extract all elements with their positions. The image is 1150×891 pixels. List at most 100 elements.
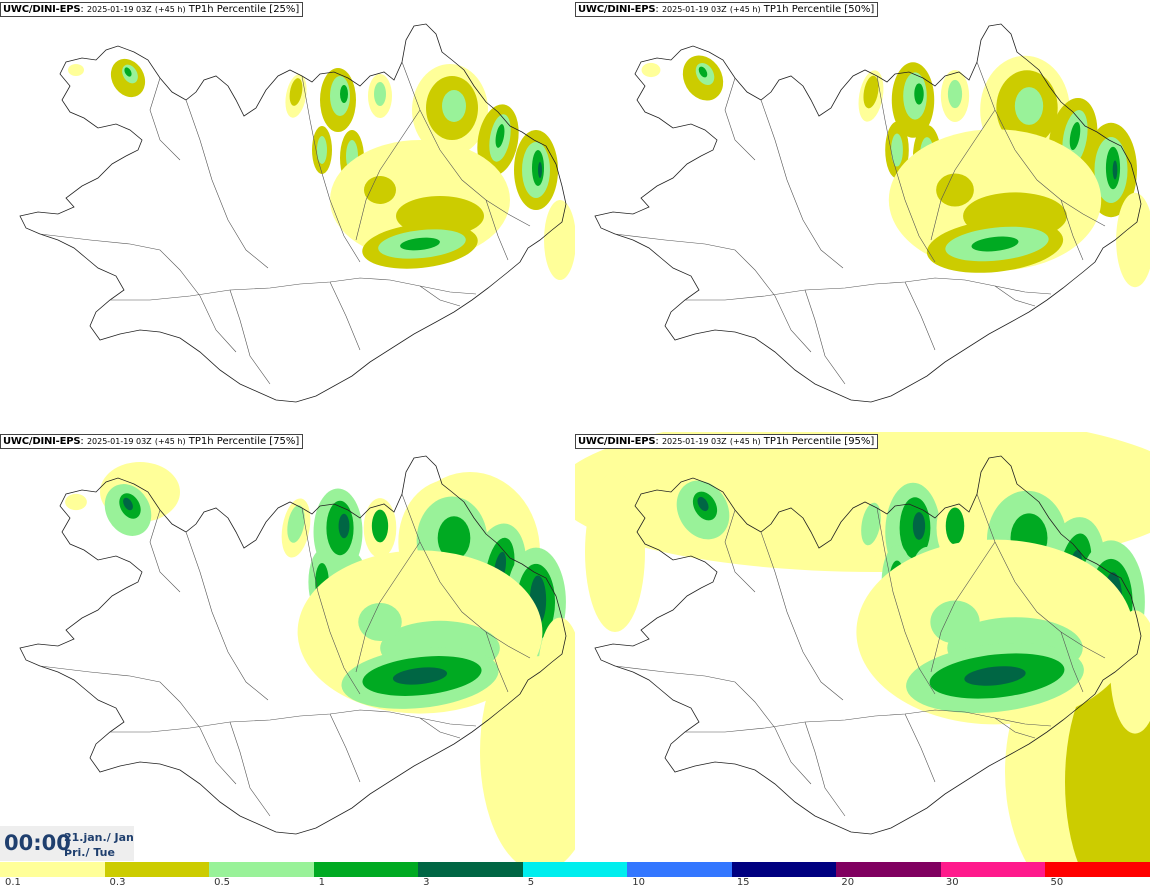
precip-contour: [538, 617, 575, 727]
precip-contour: [1069, 122, 1081, 150]
road-line: [1060, 631, 1084, 693]
precip-contour: [123, 497, 133, 511]
road-line: [760, 531, 844, 701]
precip-contour: [585, 472, 645, 632]
precip-contour: [914, 83, 924, 105]
precip-contour: [891, 133, 903, 167]
precip-contour: [947, 79, 963, 109]
road-line: [229, 721, 271, 817]
precip-contour: [442, 90, 466, 122]
road-line: [355, 109, 421, 241]
road-line: [149, 77, 181, 161]
legend-tick-label: 3: [423, 877, 430, 888]
road-line: [876, 507, 936, 695]
road-line: [930, 109, 996, 241]
field-name: TP1h Percentile [95%]: [763, 436, 875, 447]
road-line: [110, 277, 477, 301]
map-panel-p75: UWC/DINI-EPS: 2025-01-19 03Z (+45 h) TP1…: [0, 432, 575, 864]
panel-title: UWC/DINI-EPS: 2025-01-19 03Z (+45 h) TP1…: [0, 434, 304, 449]
precip-contour: [945, 507, 965, 545]
precip-contour: [538, 162, 542, 178]
road-line: [685, 277, 1052, 301]
legend-tick-label: 5: [527, 877, 535, 888]
precip-contour: [124, 67, 132, 77]
road-line: [185, 531, 269, 701]
precip-contour: [861, 502, 881, 546]
road-line: [301, 507, 361, 695]
road-line: [804, 289, 846, 385]
precip-contour: [364, 176, 396, 204]
precip-map-p95: [575, 432, 1150, 864]
valid-time: 00:00: [4, 831, 71, 855]
coastline: [19, 455, 567, 835]
precip-contour: [641, 62, 661, 78]
legend-swatch: [940, 862, 1046, 877]
precip-contour: [1116, 192, 1150, 288]
road-line: [185, 99, 269, 269]
legend-swatch: [209, 862, 314, 877]
road-line: [994, 285, 1036, 307]
coastline: [594, 23, 1142, 403]
legend-tick-label: 0.3: [109, 877, 126, 888]
precip-contour: [374, 82, 386, 106]
road-line: [485, 199, 509, 261]
road-line: [39, 665, 237, 785]
precip-contour: [338, 513, 350, 539]
precip-map-p25: [19, 23, 575, 403]
panel-title: UWC/DINI-EPS: 2025-01-19 03Z (+45 h) TP1…: [0, 2, 304, 17]
legend-tick-label: 20: [841, 877, 855, 888]
road-line: [994, 717, 1036, 739]
legend-swatch: [1045, 862, 1150, 877]
precip-contour: [1014, 87, 1044, 125]
road-line: [904, 713, 936, 783]
legend-tick-label: 10: [632, 877, 645, 888]
precip-contour: [863, 75, 879, 109]
field-name: TP1h Percentile [25%]: [188, 4, 300, 15]
model-name: UWC/DINI-EPS: [578, 436, 656, 447]
precip-contour: [68, 64, 84, 76]
road-line: [329, 713, 361, 783]
precip-map-p50: [594, 23, 1150, 403]
precip-contour: [1112, 160, 1118, 180]
lead-time: (+45 h): [729, 437, 761, 446]
precip-contour: [358, 602, 402, 642]
model-name: UWC/DINI-EPS: [3, 436, 81, 447]
road-line: [904, 281, 936, 351]
model-name: UWC/DINI-EPS: [3, 4, 81, 15]
panel-title: UWC/DINI-EPS: 2025-01-19 03Z (+45 h) TP1…: [575, 434, 879, 449]
precip-contour: [532, 150, 544, 186]
lead-time: (+45 h): [154, 437, 186, 446]
road-line: [614, 665, 812, 785]
precip-contour: [287, 505, 305, 543]
valid-weekday: Þri./ Tue: [64, 846, 115, 859]
legend-swatch: [104, 862, 210, 877]
coastline: [19, 23, 567, 403]
legend-tick-label: 1: [318, 877, 325, 888]
color-legend-bar: [0, 862, 1150, 877]
precip-contour: [638, 492, 664, 512]
road-line: [149, 509, 181, 593]
precip-contour: [698, 66, 708, 78]
legend-swatch: [731, 862, 837, 877]
valid-date: 21.jan./ Jan: [64, 831, 134, 844]
precip-contour: [392, 667, 448, 685]
legend-tick-label: 30: [945, 877, 959, 888]
precip-contour: [971, 236, 1019, 252]
road-line: [930, 541, 996, 673]
map-panel-p95: UWC/DINI-EPS: 2025-01-19 03Z (+45 h) TP1…: [575, 432, 1150, 864]
legend-swatch: [522, 862, 628, 877]
road-line: [419, 285, 461, 307]
legend-swatch: [0, 862, 105, 877]
precip-contour: [340, 85, 348, 103]
run-time: 2025-01-19 03Z: [86, 437, 152, 446]
legend-tick-label: 15: [736, 877, 750, 888]
road-line: [110, 709, 477, 733]
road-line: [804, 721, 846, 817]
legend-swatch: [418, 862, 523, 877]
precip-contour: [936, 173, 974, 207]
coastline: [594, 455, 1142, 835]
road-line: [39, 233, 237, 353]
panel-title: UWC/DINI-EPS: 2025-01-19 03Z (+45 h) TP1…: [575, 2, 879, 17]
legend-swatch: [313, 862, 419, 877]
precip-contour: [697, 496, 709, 512]
